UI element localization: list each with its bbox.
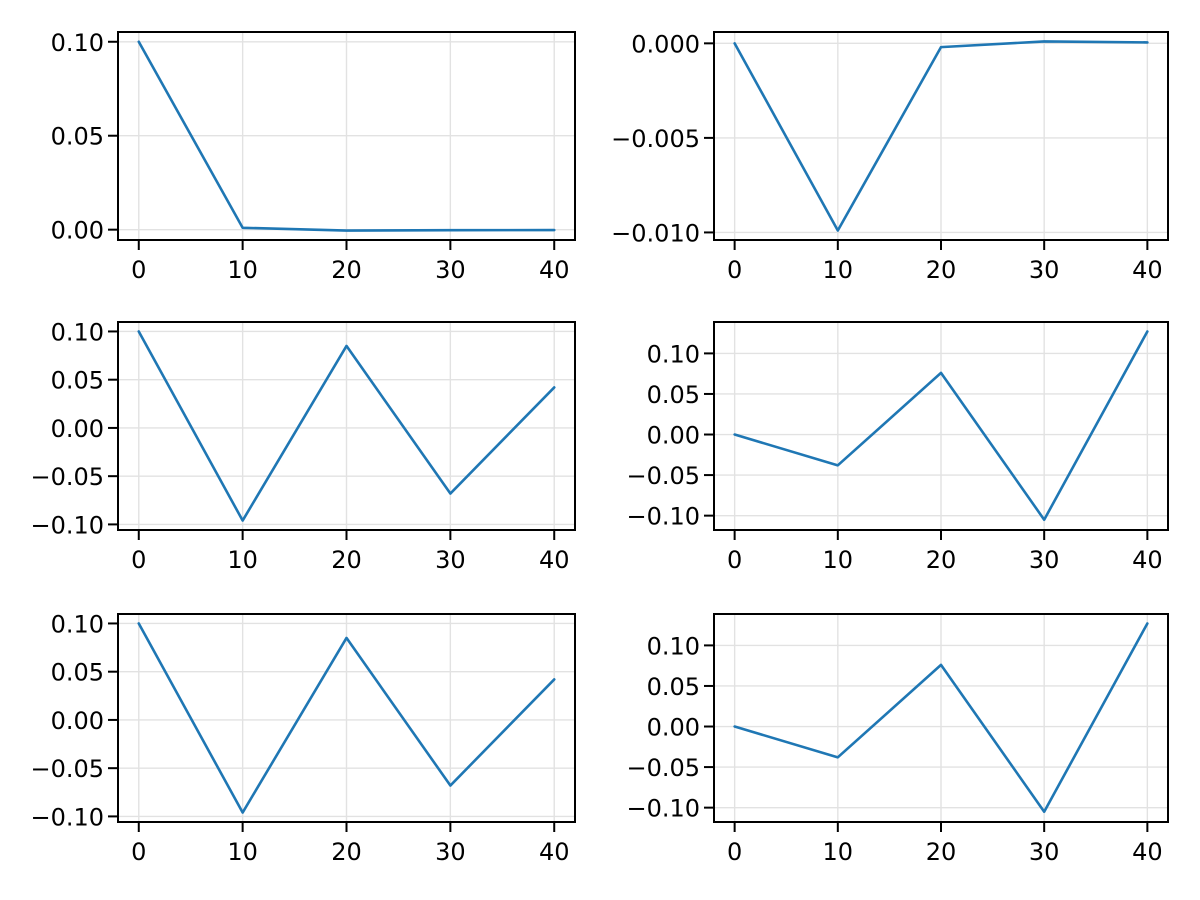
x-tick-label: 40 bbox=[539, 256, 570, 284]
y-tick-label: 0.000 bbox=[631, 30, 700, 58]
line-chart: 0 10 20 30 40 0.10 0.05 0.00 −0.05 −0.10 bbox=[626, 321, 1169, 574]
x-tick-label: 0 bbox=[727, 546, 742, 574]
y-tick-label: 0.05 bbox=[647, 381, 700, 409]
x-tick-label: 20 bbox=[926, 838, 957, 866]
x-tick-label: 20 bbox=[331, 838, 362, 866]
subplot-top-right: 0 10 20 30 40 0.000 −0.005 −0.010 bbox=[604, 12, 1190, 302]
y-tick-label: −0.010 bbox=[611, 219, 700, 247]
y-tick-label: −0.05 bbox=[30, 463, 104, 491]
y-tick-label: −0.005 bbox=[611, 125, 700, 153]
x-tick-label: 30 bbox=[435, 256, 466, 284]
y-tick-label: 0.00 bbox=[51, 415, 104, 443]
subplot-bottom-right: 0 10 20 30 40 0.10 0.05 0.00 −0.05 −0.10 bbox=[604, 594, 1190, 884]
x-tick-label: 10 bbox=[823, 546, 854, 574]
x-tick-label: 0 bbox=[131, 546, 146, 574]
y-tick-label: 0.05 bbox=[51, 367, 104, 395]
y-tick-label: 0.10 bbox=[647, 340, 700, 368]
data-line bbox=[733, 330, 1149, 521]
y-tick-label: 0.00 bbox=[51, 217, 104, 245]
x-tick-label: 20 bbox=[331, 256, 362, 284]
y-tick-label: −0.10 bbox=[30, 511, 104, 539]
y-tick-label: 0.10 bbox=[647, 632, 700, 660]
y-tick-label: −0.05 bbox=[30, 755, 104, 783]
x-tick-label: 30 bbox=[435, 838, 466, 866]
x-tick-label: 30 bbox=[1029, 256, 1060, 284]
x-tick-label: 40 bbox=[1132, 546, 1163, 574]
y-tick-label: −0.10 bbox=[626, 503, 700, 531]
y-tick-label: −0.05 bbox=[626, 462, 700, 490]
x-tick-label: 0 bbox=[727, 256, 742, 284]
y-tick-label: 0.00 bbox=[51, 707, 104, 735]
x-tick-label: 40 bbox=[1132, 256, 1163, 284]
x-tick-label: 10 bbox=[823, 838, 854, 866]
x-tick-label: 40 bbox=[539, 546, 570, 574]
line-chart: 0 10 20 30 40 0.10 0.05 0.00 −0.05 −0.10 bbox=[626, 613, 1169, 866]
y-tick-label: 0.05 bbox=[51, 123, 104, 151]
x-tick-label: 0 bbox=[727, 838, 742, 866]
y-tick-label: 0.10 bbox=[51, 318, 104, 346]
x-tick-label: 40 bbox=[1132, 838, 1163, 866]
x-tick-label: 30 bbox=[1029, 546, 1060, 574]
x-tick-label: 0 bbox=[131, 838, 146, 866]
subplot-top-left: 0 10 20 30 40 0.00 0.05 0.10 bbox=[8, 12, 597, 302]
y-tick-label: 0.05 bbox=[647, 673, 700, 701]
x-tick-label: 30 bbox=[1029, 838, 1060, 866]
y-tick-label: 0.05 bbox=[51, 659, 104, 687]
x-tick-label: 10 bbox=[823, 256, 854, 284]
line-chart: 0 10 20 30 40 0.000 −0.005 −0.010 bbox=[611, 30, 1169, 284]
x-tick-label: 10 bbox=[227, 546, 258, 574]
x-tick-label: 30 bbox=[435, 546, 466, 574]
line-chart: 0 10 20 30 40 0.00 0.05 0.10 bbox=[51, 29, 576, 284]
data-line bbox=[137, 622, 556, 814]
y-tick-label: 0.00 bbox=[647, 422, 700, 450]
y-tick-label: −0.05 bbox=[626, 754, 700, 782]
y-tick-label: −0.10 bbox=[626, 795, 700, 823]
y-tick-label: 0.10 bbox=[51, 29, 104, 57]
x-tick-label: 20 bbox=[926, 256, 957, 284]
data-line bbox=[733, 40, 1149, 232]
subplot-middle-left: 0 10 20 30 40 0.10 0.05 0.00 −0.05 −0.10 bbox=[8, 302, 597, 592]
data-line bbox=[733, 622, 1149, 813]
x-tick-label: 20 bbox=[331, 546, 362, 574]
y-tick-label: 0.10 bbox=[51, 610, 104, 638]
x-tick-label: 10 bbox=[227, 838, 258, 866]
line-chart: 0 10 20 30 40 0.10 0.05 0.00 −0.05 −0.10 bbox=[30, 318, 576, 574]
y-tick-label: −0.10 bbox=[30, 803, 104, 831]
x-tick-label: 20 bbox=[926, 546, 957, 574]
data-line bbox=[137, 330, 556, 522]
subplot-bottom-left: 0 10 20 30 40 0.10 0.05 0.00 −0.05 −0.10 bbox=[8, 594, 597, 884]
x-tick-label: 0 bbox=[131, 256, 146, 284]
data-line bbox=[137, 40, 556, 232]
x-tick-label: 40 bbox=[539, 838, 570, 866]
x-tick-label: 10 bbox=[227, 256, 258, 284]
y-tick-label: 0.00 bbox=[647, 714, 700, 742]
line-chart: 0 10 20 30 40 0.10 0.05 0.00 −0.05 −0.10 bbox=[30, 610, 576, 866]
subplot-middle-right: 0 10 20 30 40 0.10 0.05 0.00 −0.05 −0.10 bbox=[604, 302, 1190, 592]
